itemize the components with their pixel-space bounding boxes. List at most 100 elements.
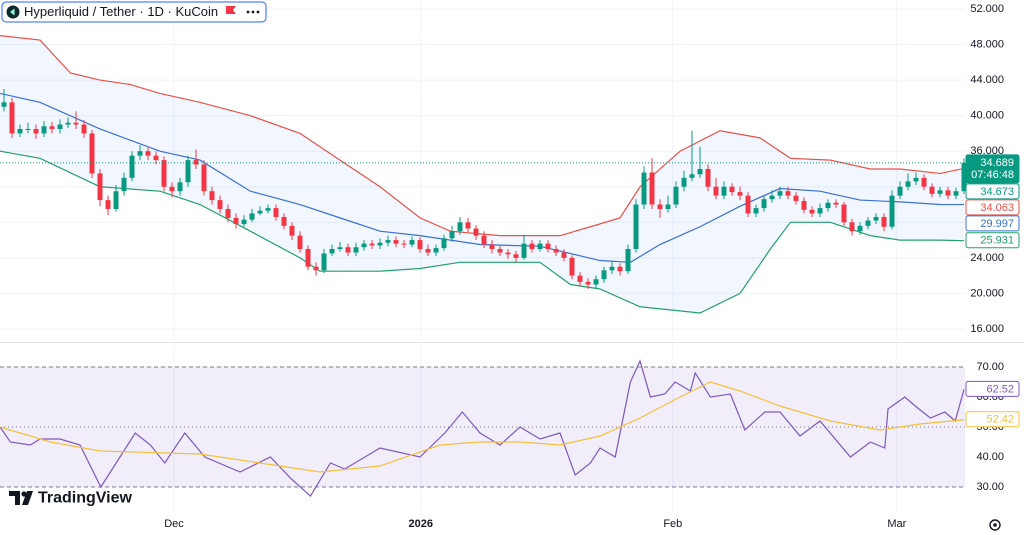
candle-body <box>417 240 423 249</box>
candle-body <box>425 248 431 253</box>
candle-body <box>129 155 135 178</box>
candle-body <box>201 164 207 192</box>
candle-body <box>937 190 943 194</box>
candle-body <box>857 225 863 232</box>
candle-body <box>553 248 559 253</box>
candle-body <box>577 275 583 282</box>
candle-body <box>449 231 455 239</box>
price-badge-label: 62.52 <box>986 383 1014 395</box>
marks-layer <box>0 35 967 497</box>
price-badge-label: 34.063 <box>980 202 1014 214</box>
candle-body <box>777 191 783 196</box>
candle-body <box>241 219 247 225</box>
candle-body <box>9 102 15 134</box>
symbol-title: Hyperliquid / Tether · 1D · KuCoin <box>24 4 218 19</box>
price-badge <box>965 215 1020 232</box>
candle-body <box>721 186 727 196</box>
y-tick-label: 20.000 <box>970 287 1004 299</box>
candle-body <box>209 191 215 201</box>
settings-icon[interactable] <box>993 523 997 527</box>
y-tick-label: 48.000 <box>970 38 1004 50</box>
candle-body <box>329 248 335 254</box>
candle-body <box>185 160 191 183</box>
candle-body <box>665 204 671 209</box>
band-fill <box>0 35 964 313</box>
candle-body <box>377 242 383 246</box>
candle-body <box>953 191 959 196</box>
candle-body <box>217 200 223 209</box>
candle-body <box>193 160 199 165</box>
candle-body <box>537 243 543 249</box>
symbol-header[interactable]: Hyperliquid / Tether · 1D · KuCoin <box>1 1 267 23</box>
price-badge-label: 34.673 <box>980 186 1014 198</box>
header-box[interactable] <box>1 1 267 23</box>
y-tick-label: 52.000 <box>970 3 1004 15</box>
candle-body <box>657 204 663 209</box>
candle-body <box>65 122 71 125</box>
y-tick-label: 16.000 <box>970 323 1004 335</box>
candle-body <box>49 126 55 129</box>
brand-name: TradingView <box>38 490 133 507</box>
y-tick-label: 70.00 <box>976 361 1004 373</box>
candle-body <box>769 195 775 200</box>
symbol-icon-glyph <box>10 8 15 16</box>
candle-body <box>929 186 935 194</box>
candle-body <box>113 191 119 209</box>
candle-body <box>593 279 599 285</box>
candle-body <box>345 247 351 253</box>
candle-body <box>385 240 391 243</box>
price-badge-label: 52.42 <box>986 414 1014 426</box>
candle-body <box>121 177 127 192</box>
candle-body <box>145 151 151 156</box>
candle-body <box>745 195 751 214</box>
menu-dot[interactable] <box>256 10 260 14</box>
menu-dot[interactable] <box>246 10 250 14</box>
indicator-line <box>0 381 965 473</box>
candle-body <box>105 200 111 209</box>
candle-body <box>961 162 967 192</box>
price-badge-label: 34.689 <box>980 157 1014 169</box>
flag-icon[interactable] <box>226 6 236 14</box>
candle-body <box>945 190 951 196</box>
candle-body <box>569 257 575 276</box>
candle-body <box>801 200 807 210</box>
candle-body <box>361 243 367 248</box>
candle-body <box>281 216 287 226</box>
candle-body <box>297 235 303 249</box>
settings-icon[interactable] <box>989 519 1001 531</box>
candle-body <box>729 186 735 193</box>
price-badge <box>965 154 1020 184</box>
candle-body <box>841 204 847 223</box>
candle-body <box>713 186 719 196</box>
candle-body <box>137 151 143 156</box>
menu-dot[interactable] <box>251 10 255 14</box>
settings-button[interactable] <box>989 519 1001 531</box>
logo-mark <box>21 491 27 497</box>
x-tick-label: Feb <box>663 518 682 530</box>
candle-body <box>457 222 463 232</box>
candle-body <box>689 174 695 178</box>
candle-body <box>849 222 855 232</box>
candle-body <box>441 238 447 249</box>
y-tick-label: 44.000 <box>970 74 1004 86</box>
candle-body <box>97 173 103 201</box>
candle-body <box>681 177 687 187</box>
price-badge <box>965 199 1020 216</box>
candle-body <box>489 244 495 249</box>
candle-body <box>305 248 311 267</box>
candle-body <box>809 209 815 214</box>
candle-body <box>233 217 239 225</box>
candle-body <box>913 177 919 182</box>
price-badge <box>965 183 1020 200</box>
candle-body <box>889 195 895 227</box>
candle-body <box>641 172 647 205</box>
candle-body <box>545 243 551 249</box>
candle-body <box>905 181 911 187</box>
candle-body <box>321 253 327 271</box>
candle-body <box>289 225 295 236</box>
candle-body <box>633 204 639 249</box>
candle-body <box>649 172 655 205</box>
candle-body <box>433 248 439 253</box>
price-badge <box>965 411 1020 428</box>
